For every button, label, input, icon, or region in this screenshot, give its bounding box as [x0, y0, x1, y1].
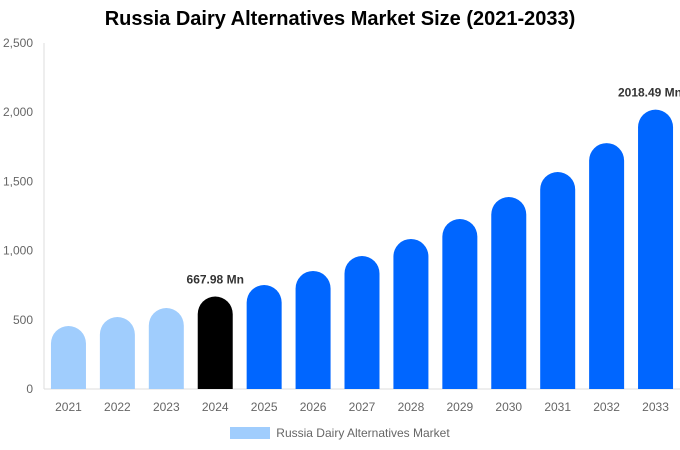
bar-2026 — [295, 270, 331, 389]
y-tick-label: 1,000 — [3, 244, 33, 258]
bar-2032 — [589, 143, 625, 389]
legend-label: Russia Dairy Alternatives Market — [276, 426, 450, 440]
legend-swatch — [230, 427, 271, 439]
x-tick-label: 2030 — [495, 400, 522, 414]
x-tick-label: 2025 — [251, 400, 278, 414]
bar-2029 — [442, 219, 478, 389]
bar-2021 — [50, 326, 86, 389]
x-tick-label: 2023 — [153, 400, 180, 414]
bar-2031 — [540, 171, 576, 389]
y-tick-label: 500 — [13, 313, 33, 327]
x-tick-label: 2026 — [300, 400, 327, 414]
data-label: 667.98 Mn — [187, 273, 244, 287]
x-tick-label: 2029 — [446, 400, 473, 414]
y-tick-label: 1,500 — [3, 174, 33, 188]
bar-2024 — [197, 296, 233, 389]
x-tick-label: 2022 — [104, 400, 131, 414]
bar-2030 — [491, 197, 527, 389]
x-tick-label: 2028 — [398, 400, 425, 414]
x-tick-label: 2032 — [593, 400, 620, 414]
y-tick-label: 0 — [26, 382, 33, 396]
data-label: 2018.49 Mn — [618, 86, 680, 100]
x-tick-label: 2024 — [202, 400, 229, 414]
bar-2023 — [148, 308, 184, 389]
bar-2027 — [344, 255, 380, 389]
bar-2033 — [638, 109, 674, 389]
x-tick-label: 2027 — [349, 400, 376, 414]
bar-2028 — [393, 238, 429, 389]
x-tick-label: 2031 — [544, 400, 571, 414]
bar-2025 — [246, 285, 282, 389]
y-tick-label: 2,000 — [3, 105, 33, 119]
x-tick-label: 2021 — [55, 400, 82, 414]
y-tick-label: 2,500 — [3, 36, 33, 50]
x-tick-label: 2033 — [642, 400, 669, 414]
legend: Russia Dairy Alternatives Market — [0, 426, 680, 440]
chart-title: Russia Dairy Alternatives Market Size (2… — [104, 8, 576, 30]
bar-2022 — [99, 317, 135, 389]
